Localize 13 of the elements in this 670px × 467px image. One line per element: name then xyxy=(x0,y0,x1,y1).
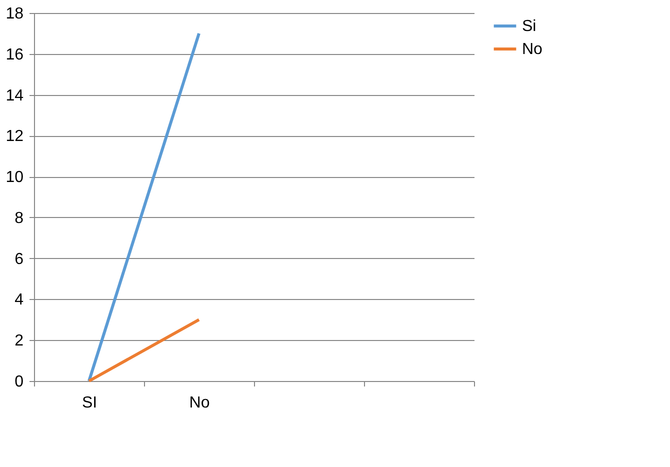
y-tick-label: 16 xyxy=(6,46,24,64)
legend-label: Si xyxy=(522,18,536,35)
y-tick-label: 6 xyxy=(14,250,24,268)
y-tick-label: 12 xyxy=(6,128,24,146)
y-tick-label: 8 xyxy=(14,210,24,227)
y-tick-label: 10 xyxy=(6,169,24,186)
y-tick-label: 0 xyxy=(14,374,24,390)
y-tick-label: 18 xyxy=(6,6,24,22)
y-tick-label: 4 xyxy=(14,292,24,309)
y-tick-label: 14 xyxy=(6,87,24,104)
y-tick-label: 2 xyxy=(14,332,24,350)
x-tick-label: SI xyxy=(82,394,98,412)
legend-label: No xyxy=(522,41,543,58)
